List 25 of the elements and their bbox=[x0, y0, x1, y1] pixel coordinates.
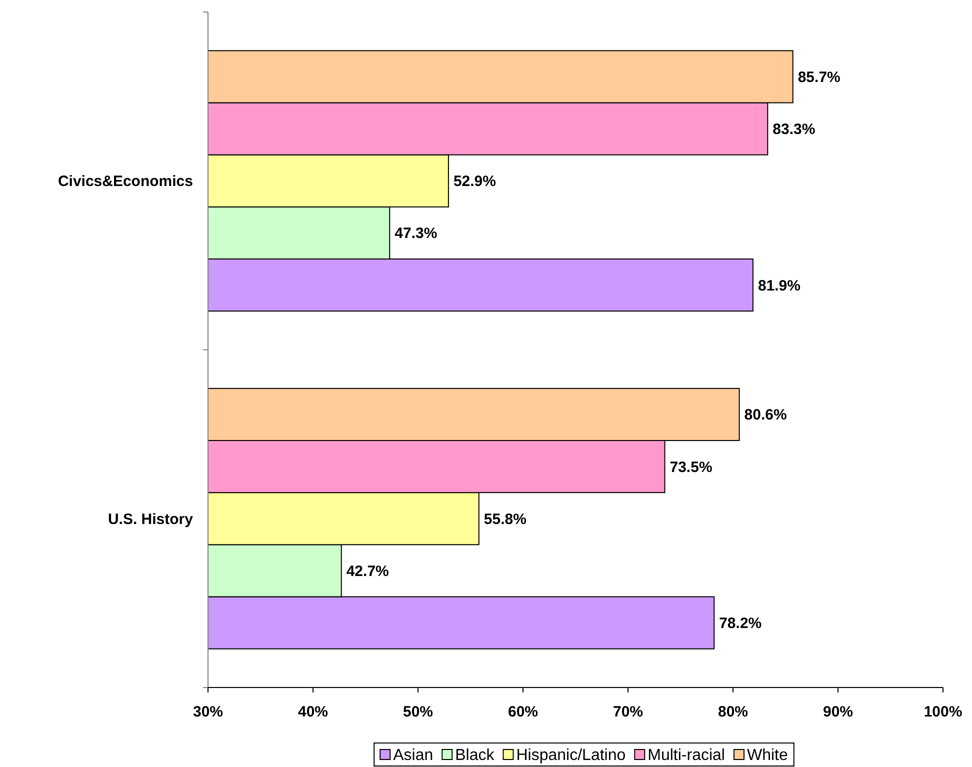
data-label: 42.7% bbox=[346, 562, 389, 580]
y-tick-label: U.S. History bbox=[108, 510, 194, 528]
legend-label: Black bbox=[455, 747, 496, 764]
x-tick-label: 60% bbox=[508, 704, 538, 720]
data-label: 85.7% bbox=[798, 68, 840, 86]
data-label: 78.2% bbox=[719, 615, 762, 632]
x-tick-label: 80% bbox=[718, 704, 748, 720]
legend-label: White bbox=[746, 747, 788, 764]
x-tick-label: 100% bbox=[924, 704, 962, 720]
data-label: 83.3% bbox=[772, 121, 816, 138]
data-label: 81.9% bbox=[758, 277, 800, 294]
legend-label: Hispanic/Latino bbox=[516, 747, 626, 764]
legend-label: Asian bbox=[393, 747, 434, 764]
x-tick-label: 40% bbox=[298, 704, 328, 720]
x-tick-label: 50% bbox=[402, 704, 434, 720]
y-tick-label: Civics&Economics bbox=[58, 173, 193, 190]
data-label: 52.9% bbox=[453, 173, 496, 190]
data-label: 80.6% bbox=[744, 406, 787, 424]
data-label: 73.5% bbox=[670, 458, 712, 476]
data-label: 47.3% bbox=[394, 225, 438, 242]
x-tick-label: 70% bbox=[612, 704, 644, 720]
x-tick-label: 30% bbox=[192, 704, 224, 720]
data-label: 55.8% bbox=[484, 510, 526, 528]
legend-label: Multi-racial bbox=[648, 747, 725, 764]
x-tick-label: 90% bbox=[822, 704, 854, 720]
